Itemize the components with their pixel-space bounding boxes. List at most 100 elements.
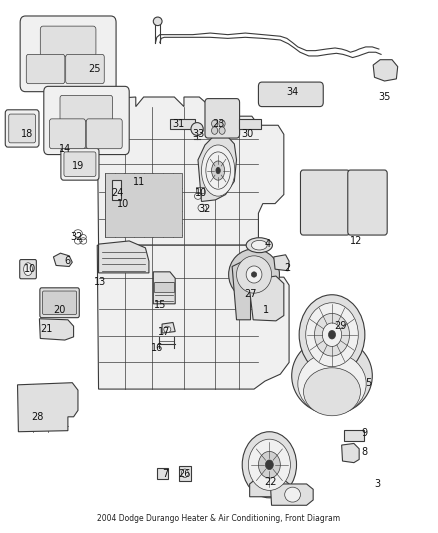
- FancyBboxPatch shape: [49, 119, 85, 149]
- Text: 26: 26: [179, 470, 191, 479]
- Ellipse shape: [246, 266, 262, 283]
- FancyBboxPatch shape: [5, 110, 39, 147]
- Ellipse shape: [285, 487, 300, 502]
- FancyBboxPatch shape: [40, 288, 79, 318]
- Ellipse shape: [304, 368, 360, 416]
- Bar: [170, 119, 195, 129]
- Text: 15: 15: [154, 300, 166, 310]
- Text: 25: 25: [88, 64, 100, 74]
- Ellipse shape: [219, 127, 225, 134]
- Text: 33: 33: [192, 130, 204, 139]
- Text: 3: 3: [374, 479, 381, 489]
- Text: 2004 Dodge Durango Heater & Air Conditioning, Front Diagram: 2004 Dodge Durango Heater & Air Conditio…: [97, 514, 341, 523]
- Text: 4: 4: [265, 239, 271, 249]
- Polygon shape: [250, 480, 289, 497]
- Text: 13: 13: [94, 278, 106, 287]
- Ellipse shape: [237, 256, 272, 293]
- Ellipse shape: [322, 323, 342, 346]
- Ellipse shape: [212, 120, 218, 127]
- Text: 8: 8: [361, 447, 367, 457]
- Ellipse shape: [242, 432, 297, 498]
- Polygon shape: [342, 443, 359, 463]
- Ellipse shape: [212, 127, 218, 134]
- FancyBboxPatch shape: [348, 170, 387, 235]
- Text: 16: 16: [151, 343, 163, 352]
- Polygon shape: [99, 241, 149, 273]
- Polygon shape: [153, 272, 175, 304]
- FancyBboxPatch shape: [64, 152, 96, 176]
- Text: 34: 34: [286, 87, 299, 96]
- FancyBboxPatch shape: [66, 54, 104, 84]
- FancyBboxPatch shape: [40, 26, 96, 56]
- Text: 30: 30: [241, 130, 254, 139]
- Polygon shape: [274, 255, 289, 271]
- Text: 32: 32: [71, 232, 83, 242]
- Bar: [239, 119, 261, 129]
- Polygon shape: [232, 261, 251, 320]
- Text: 9: 9: [361, 428, 367, 438]
- Bar: [196, 187, 204, 193]
- Text: 23: 23: [212, 119, 224, 128]
- FancyBboxPatch shape: [9, 114, 35, 143]
- Text: 20: 20: [53, 305, 65, 315]
- Ellipse shape: [212, 161, 225, 180]
- Ellipse shape: [314, 313, 350, 356]
- Polygon shape: [53, 253, 72, 266]
- Ellipse shape: [153, 17, 162, 26]
- FancyBboxPatch shape: [20, 16, 116, 92]
- Ellipse shape: [292, 337, 372, 414]
- Text: 10: 10: [117, 199, 130, 208]
- Bar: [154, 282, 174, 292]
- Text: 22: 22: [265, 478, 277, 487]
- Text: 10: 10: [194, 188, 207, 198]
- Text: 1: 1: [263, 305, 269, 315]
- Text: 35: 35: [378, 92, 391, 102]
- Polygon shape: [18, 383, 78, 432]
- FancyBboxPatch shape: [86, 119, 122, 149]
- Polygon shape: [97, 97, 284, 245]
- Ellipse shape: [164, 326, 171, 333]
- Text: 7: 7: [162, 470, 169, 479]
- Polygon shape: [97, 245, 289, 389]
- Text: 19: 19: [72, 161, 84, 171]
- Polygon shape: [39, 319, 74, 340]
- Text: 17: 17: [158, 327, 170, 336]
- Text: 6: 6: [65, 256, 71, 266]
- Ellipse shape: [306, 303, 358, 367]
- Text: 32: 32: [199, 204, 211, 214]
- Ellipse shape: [299, 295, 365, 375]
- Ellipse shape: [248, 439, 290, 490]
- Text: 18: 18: [21, 130, 33, 139]
- Ellipse shape: [201, 145, 235, 196]
- Text: 10: 10: [24, 264, 36, 274]
- Ellipse shape: [298, 353, 366, 415]
- FancyBboxPatch shape: [20, 260, 36, 279]
- Text: 24: 24: [111, 188, 124, 198]
- Ellipse shape: [229, 249, 279, 300]
- Ellipse shape: [216, 167, 220, 174]
- FancyBboxPatch shape: [26, 54, 65, 84]
- Bar: [344, 430, 364, 441]
- Text: 21: 21: [40, 325, 52, 334]
- FancyBboxPatch shape: [60, 95, 113, 121]
- Ellipse shape: [219, 120, 225, 127]
- Ellipse shape: [328, 330, 336, 339]
- Text: 29: 29: [335, 321, 347, 331]
- Polygon shape: [373, 60, 398, 81]
- Text: 27: 27: [244, 289, 257, 299]
- Polygon shape: [271, 484, 313, 505]
- Ellipse shape: [258, 451, 280, 478]
- FancyBboxPatch shape: [44, 86, 129, 155]
- Ellipse shape: [181, 469, 188, 478]
- Ellipse shape: [251, 272, 257, 277]
- Polygon shape: [198, 134, 237, 201]
- Polygon shape: [250, 276, 284, 321]
- FancyBboxPatch shape: [258, 82, 323, 107]
- FancyBboxPatch shape: [300, 170, 350, 235]
- Text: 12: 12: [350, 236, 362, 246]
- Bar: [157, 468, 168, 479]
- Ellipse shape: [246, 238, 272, 253]
- Ellipse shape: [191, 123, 203, 135]
- Ellipse shape: [251, 240, 267, 250]
- FancyBboxPatch shape: [61, 148, 99, 180]
